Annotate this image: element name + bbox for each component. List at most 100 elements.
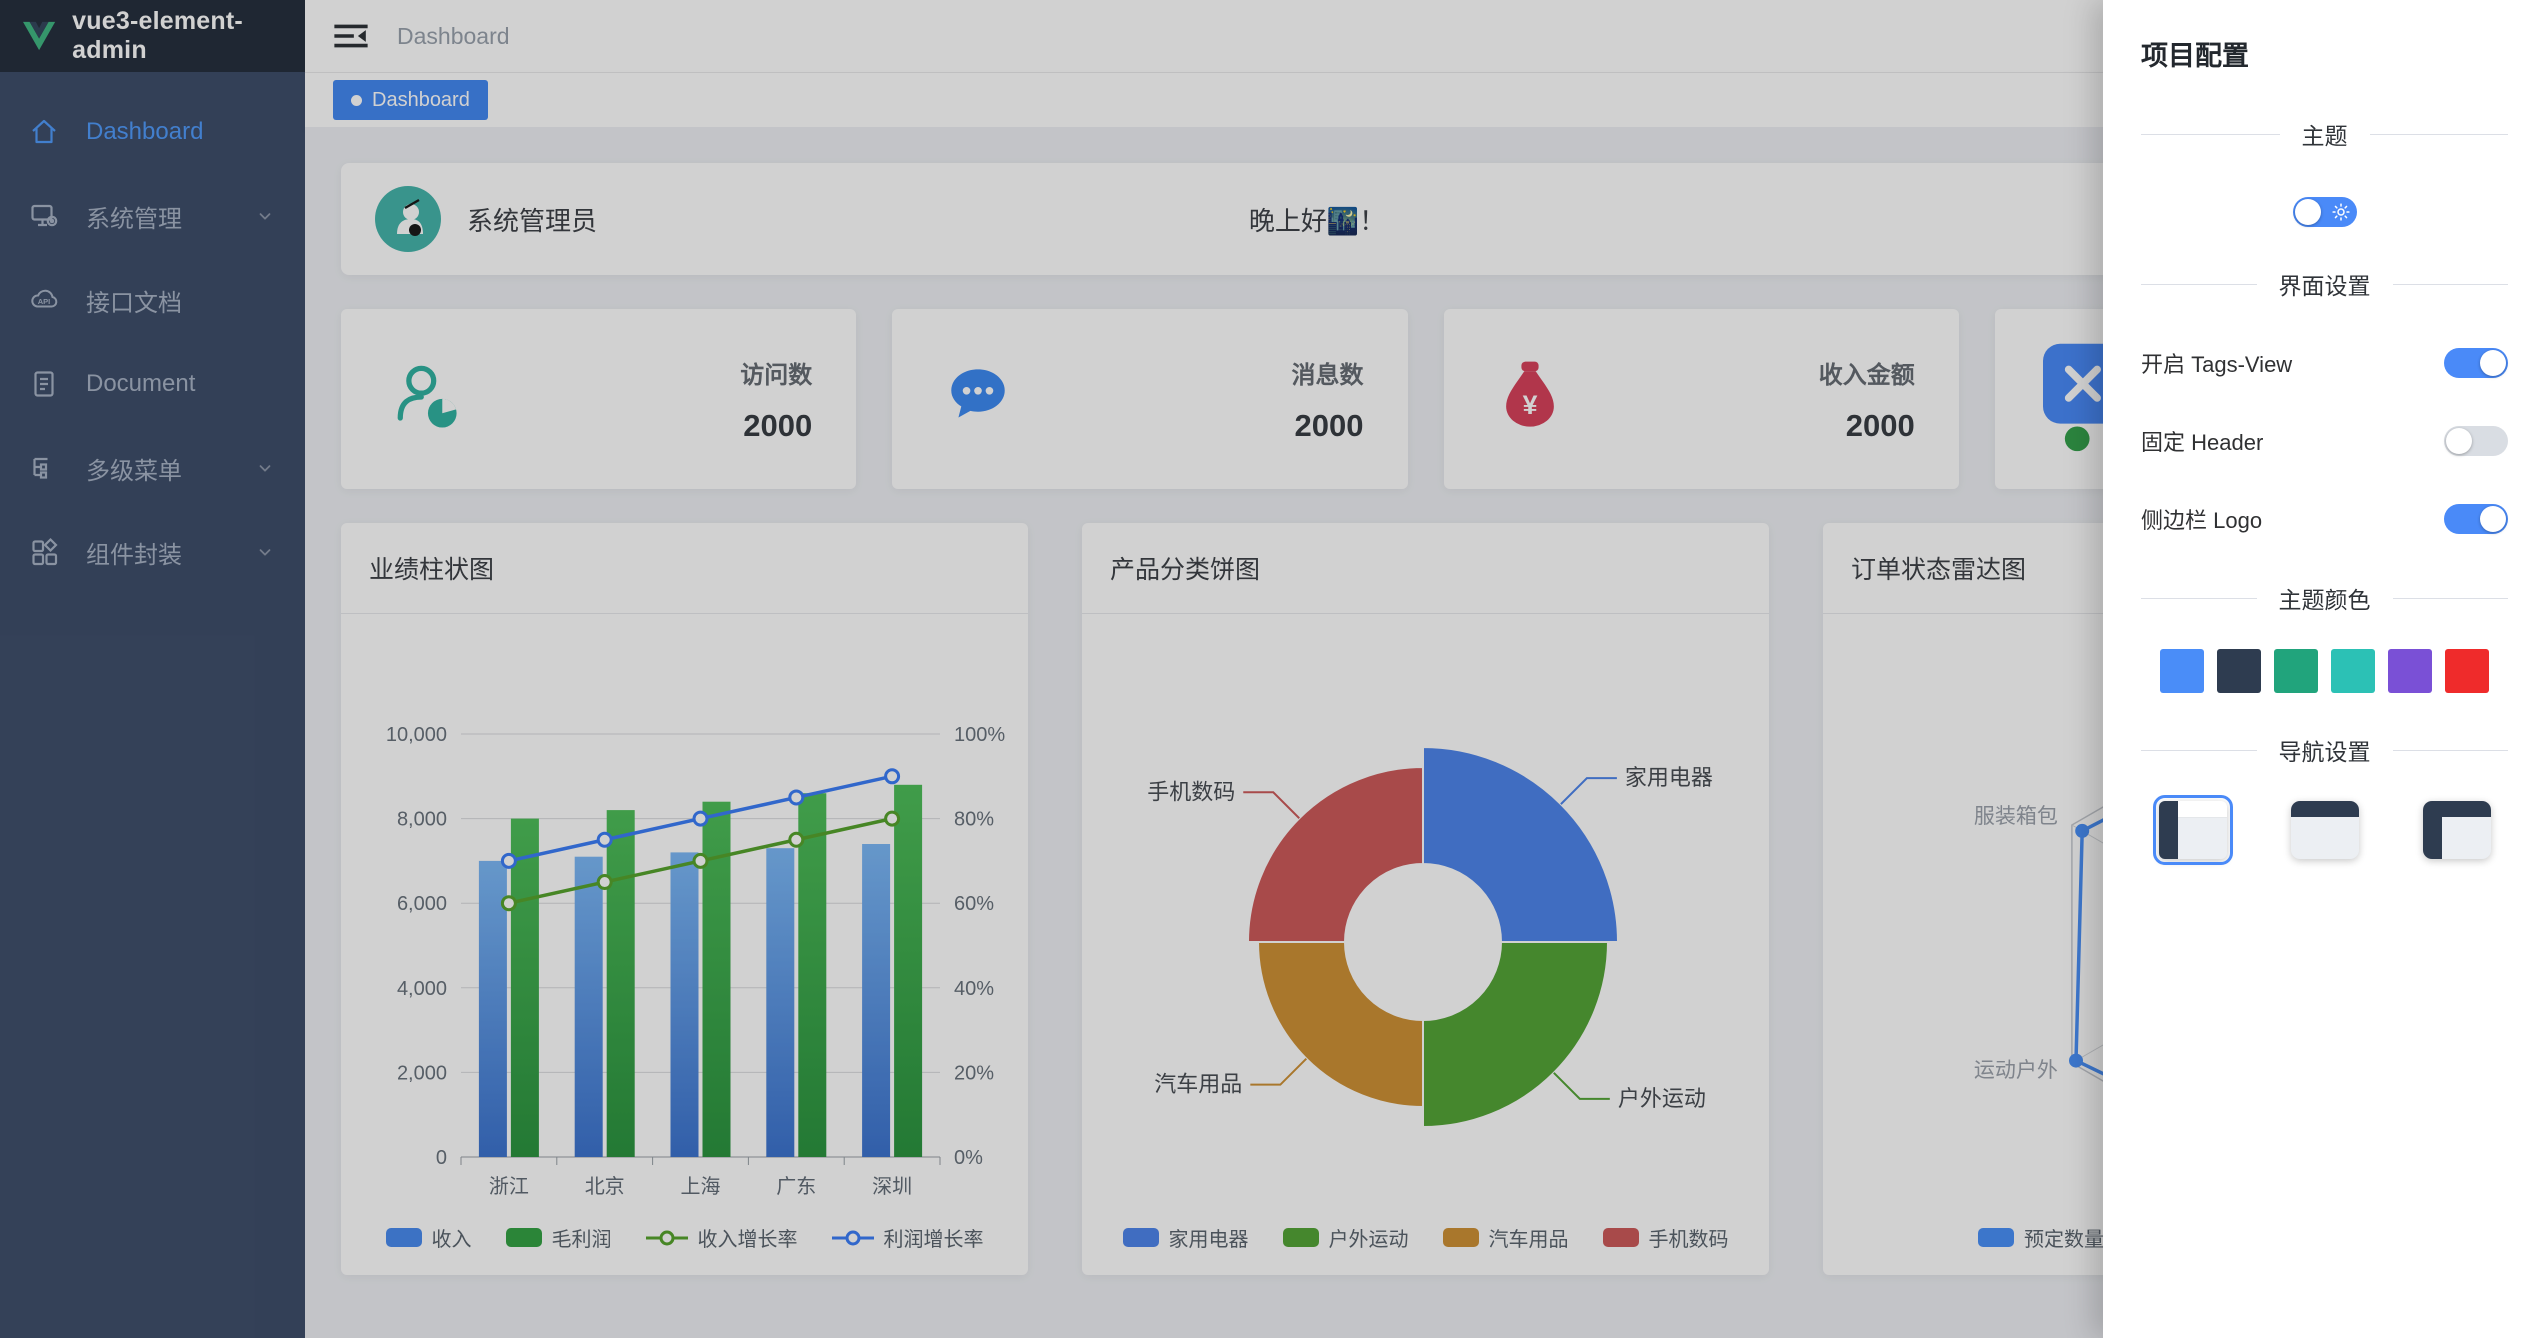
setting-row-2: 侧边栏 Logo	[2141, 503, 2508, 535]
sidebar-item-api-docs[interactable]: API 接口文档	[0, 258, 305, 342]
svg-text:运动户外: 运动户外	[1974, 1059, 2058, 1082]
legend-item-利润增长率[interactable]: 利润增长率	[831, 1223, 984, 1252]
nav-layout-top-bar[interactable]	[2290, 801, 2359, 859]
close-square-icon	[2039, 340, 2123, 459]
nav-layout-mix[interactable]	[2422, 801, 2491, 859]
sun-icon	[2331, 203, 2350, 221]
theme-color-swatches	[2141, 649, 2508, 693]
setting-label: 侧边栏 Logo	[2141, 508, 2263, 533]
legend-item-预定数量[interactable]: 预定数量	[1978, 1223, 2104, 1252]
sidebar-item-system[interactable]: 系统管理	[0, 174, 305, 258]
sidebar-item-label: 组件封装	[86, 541, 182, 569]
svg-text:浙江: 浙江	[489, 1175, 529, 1198]
theme-color-swatch-5[interactable]	[2445, 649, 2489, 693]
chevron-down-icon	[259, 465, 271, 472]
setting-toggle-2[interactable]	[2444, 504, 2508, 534]
svg-text:8,000: 8,000	[397, 809, 447, 831]
api-icon: API	[31, 289, 58, 308]
svg-text:广东: 广东	[776, 1175, 816, 1198]
sidebar-item-label: 系统管理	[86, 205, 182, 233]
svg-text:北京: 北京	[585, 1175, 625, 1198]
app-title: vue3-element-admin	[72, 7, 243, 64]
sidebar-item-dashboard[interactable]: Dashboard	[0, 90, 305, 174]
theme-color-swatch-4[interactable]	[2388, 649, 2432, 693]
setting-toggle-0[interactable]	[2444, 348, 2508, 378]
username: 系统管理员	[467, 205, 598, 236]
vue-logo-icon	[23, 21, 56, 51]
svg-text:API: API	[38, 297, 51, 306]
section-label-theme: 主题	[2301, 123, 2348, 149]
setting-label: 固定 Header	[2141, 430, 2264, 455]
stat-label: 访问数	[740, 361, 813, 389]
interface-settings: 开启 Tags-View 固定 Header 侧边栏 Logo	[2141, 347, 2508, 535]
section-label-theme-color: 主题颜色	[2278, 587, 2371, 613]
theme-switch-knob	[2294, 199, 2321, 225]
legend-item-家用电器[interactable]: 家用电器	[1122, 1223, 1249, 1252]
section-divider-theme-color: 主题颜色	[2141, 581, 2508, 615]
sidebar: vue3-element-admin Dashboard 系统管理 API 接口文档 D…	[0, 0, 305, 1338]
theme-color-swatch-3[interactable]	[2331, 649, 2375, 693]
nav-layout-left-sidebar[interactable]	[2152, 795, 2233, 865]
svg-text:家用电器: 家用电器	[1625, 765, 1713, 790]
svg-text:10,000: 10,000	[386, 724, 447, 746]
user-chart-icon	[385, 355, 469, 444]
section-divider-interface: 界面设置	[2141, 267, 2508, 301]
svg-text:2,000: 2,000	[397, 1062, 447, 1084]
stat-card-visits: 访问数 2000	[341, 309, 857, 489]
bar-chart-card: 业绩柱状图 0 0% 2,000 20% 4,000 40% 6,000 60% 8,000 80…	[341, 523, 1028, 1275]
toggle-knob	[2446, 428, 2472, 454]
radar-chart-legend: 预定数量	[1823, 1223, 2510, 1252]
sidebar-item-multi-menu[interactable]: 多级菜单	[0, 426, 305, 510]
nav-layout-options	[2141, 795, 2508, 865]
sidebar-item-components[interactable]: 组件封装	[0, 510, 305, 594]
sidebar-item-label: Document	[86, 370, 196, 397]
stat-value: 2000	[743, 407, 813, 443]
user-avatar	[375, 186, 441, 252]
legend-item-收入增长率[interactable]: 收入增长率	[645, 1223, 798, 1252]
pie-chart-card: 产品分类饼图 家用电器 户外运动 汽车用品 手机数码 家用电器 户外运动 汽车用品 手机数码	[1082, 523, 1769, 1275]
app-logo[interactable]: vue3-element-admin	[0, 0, 305, 72]
theme-color-swatch-1[interactable]	[2217, 649, 2261, 693]
toggle-knob	[2480, 350, 2506, 376]
legend-item-户外运动[interactable]: 户外运动	[1282, 1223, 1409, 1252]
components-icon	[32, 537, 58, 566]
tag-dashboard[interactable]: Dashboard	[333, 80, 488, 120]
chevron-down-icon	[259, 549, 271, 556]
legend-item-毛利润[interactable]: 毛利润	[505, 1223, 612, 1252]
svg-text:手机数码: 手机数码	[1147, 779, 1235, 804]
sidebar-item-document[interactable]: Document	[0, 342, 305, 426]
drawer-title: 项目配置	[2141, 41, 2249, 71]
bar-chart-legend: 收入 毛利润 收入增长率 利润增长率	[341, 1223, 1028, 1252]
svg-text:0%: 0%	[954, 1147, 983, 1169]
theme-color-swatch-2[interactable]	[2274, 649, 2318, 693]
sidebar-toggle-icon[interactable]	[333, 18, 369, 54]
menu-tree-icon	[33, 457, 48, 479]
greeting-message: 晚上好🌃！	[1248, 205, 1386, 236]
bar-chart-title: 业绩柱状图	[341, 523, 1028, 614]
legend-item-汽车用品[interactable]: 汽车用品	[1442, 1223, 1569, 1252]
theme-color-swatch-0[interactable]	[2160, 649, 2204, 693]
bar-chart: 0 0% 2,000 20% 4,000 40% 6,000 60% 8,000 80% 10,00…	[386, 724, 1006, 1198]
sidebar-item-label: Dashboard	[86, 118, 204, 145]
svg-text:100%: 100%	[954, 724, 1005, 746]
theme-switch[interactable]	[2292, 197, 2357, 227]
pie-chart-title: 产品分类饼图	[1082, 523, 1769, 614]
section-label-navigation: 导航设置	[2278, 739, 2371, 765]
svg-text:汽车用品: 汽车用品	[1154, 1072, 1242, 1097]
stat-value: 2000	[1845, 407, 1915, 443]
setting-toggle-1[interactable]	[2444, 426, 2508, 456]
tag-label: Dashboard	[372, 88, 470, 111]
setting-row-0: 开启 Tags-View	[2141, 347, 2508, 379]
svg-text:服装箱包: 服装箱包	[1974, 805, 2058, 828]
stat-card-messages: 消息数 2000	[892, 309, 1408, 489]
svg-text:¥: ¥	[1522, 390, 1537, 420]
legend-item-手机数码[interactable]: 手机数码	[1602, 1223, 1729, 1252]
svg-text:20%: 20%	[954, 1062, 994, 1084]
legend-item-收入[interactable]: 收入	[385, 1223, 472, 1252]
stat-value: 2000	[1294, 407, 1364, 443]
svg-text:4,000: 4,000	[397, 978, 447, 1000]
stat-label: 收入金额	[1818, 361, 1915, 389]
home-icon	[32, 119, 56, 144]
money-bag-icon: ¥	[1488, 355, 1572, 444]
